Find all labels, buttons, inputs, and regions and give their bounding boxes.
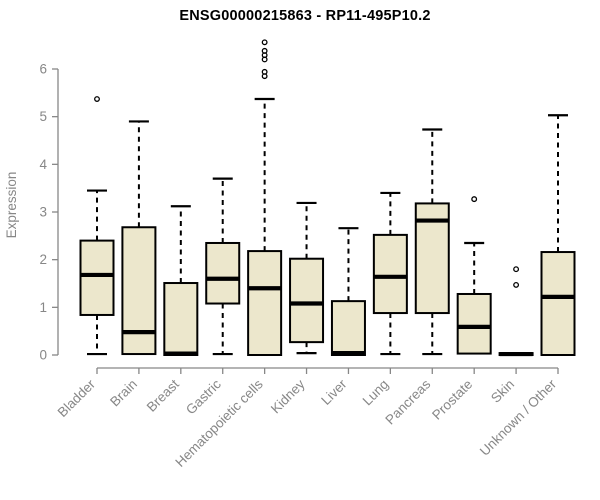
y-tick-label: 4	[39, 157, 47, 172]
x-category-label: Gastric	[183, 376, 224, 417]
y-tick-label: 0	[39, 348, 47, 363]
box-rect	[372, 233, 408, 315]
x-category-label: Lung	[360, 377, 392, 409]
x-category-label: Brain	[107, 377, 140, 410]
y-tick-label: 1	[39, 300, 47, 315]
chart-title: ENSG00000215863 - RP11-495P10.2	[179, 8, 431, 24]
box-rect	[540, 251, 576, 356]
outlier-point	[261, 56, 268, 63]
outlier-point	[94, 96, 100, 102]
y-tick-label: 2	[39, 252, 47, 267]
box-rect	[456, 292, 492, 355]
x-category-label: Prostate	[429, 377, 475, 423]
outlier-point	[471, 196, 478, 203]
box-rect	[330, 300, 366, 356]
y-tick-label: 6	[39, 62, 47, 77]
y-tick-label: 3	[39, 205, 47, 220]
x-category-label: Unknown / Other	[477, 376, 560, 459]
box-rect	[205, 241, 241, 305]
outlier-point	[513, 266, 520, 273]
x-category-label: Kidney	[268, 376, 308, 416]
x-category-label: Pancreas	[382, 376, 433, 427]
outlier-point	[261, 39, 268, 46]
box-rect	[79, 239, 115, 316]
box-rect	[121, 226, 157, 356]
outlier-point	[261, 73, 268, 80]
box-rect	[163, 282, 199, 357]
y-tick-label: 5	[39, 109, 47, 124]
x-category-label: Skin	[488, 377, 517, 406]
outlier-point	[513, 281, 520, 288]
box-rect	[289, 257, 325, 344]
x-category-label: Breast	[144, 376, 182, 414]
y-axis-title: Expression	[4, 172, 19, 239]
x-category-label: Liver	[318, 376, 350, 408]
box-rect	[247, 250, 283, 356]
x-category-label: Bladder	[55, 376, 99, 420]
